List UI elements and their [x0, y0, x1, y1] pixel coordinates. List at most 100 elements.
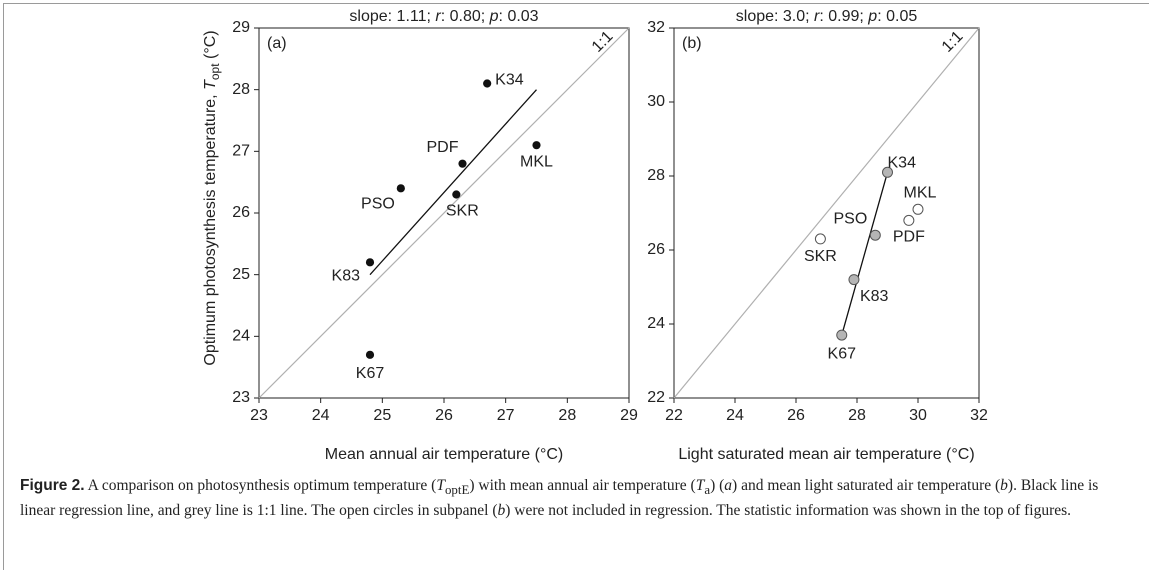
point-label: K83 [332, 268, 361, 285]
x-tick-label: 23 [250, 407, 268, 424]
y-tick-label: 24 [232, 328, 250, 345]
identity-line [258, 27, 630, 399]
caption-text: b [1000, 477, 1008, 494]
panel-title: slope: 1.11; r: 0.80; p: 0.03 [349, 8, 538, 25]
point-label: K67 [828, 345, 857, 362]
x-tick-label: 32 [970, 407, 988, 424]
caption-label: Figure 2. [20, 477, 85, 494]
regression-line [369, 89, 537, 276]
x-tick-label: 29 [620, 407, 638, 424]
point-label: SKR [446, 203, 479, 220]
y-tick-label: 26 [647, 241, 665, 258]
x-tick-label: 28 [848, 407, 866, 424]
data-point [365, 350, 375, 359]
title-part: : 0.80; [441, 8, 490, 25]
x-axis-label: Light saturated mean air temperature (°C… [678, 446, 974, 463]
x-tick-label: 26 [787, 407, 805, 424]
caption: Figure 2. A comparison on photosynthesis… [20, 475, 1130, 521]
data-point [912, 203, 924, 215]
caption-text: optE [444, 482, 470, 498]
caption-text: ) were not included in regression. The s… [505, 502, 1072, 520]
frame [3, 3, 1149, 570]
point-label: MKL [904, 185, 937, 202]
point-label: PSO [834, 210, 868, 227]
x-tick-label: 22 [665, 407, 683, 424]
x-tick-label: 25 [373, 407, 391, 424]
data-point [396, 184, 405, 193]
point-label: K34 [495, 72, 524, 89]
y-tick-label: 26 [232, 204, 250, 221]
caption-text: ) and mean light saturated air temperatu… [732, 477, 1001, 494]
title-part: r [814, 8, 820, 25]
title-part: slope: 3.0; [736, 8, 814, 25]
x-tick-label: 30 [909, 407, 927, 424]
title-part: : 0.03 [499, 8, 539, 25]
caption-text: a [704, 482, 711, 498]
point-label: MKL [520, 153, 553, 170]
data-point [452, 190, 461, 199]
point-label: SKR [804, 248, 837, 265]
y-tick-label: 27 [232, 143, 250, 160]
y-tick-label: 30 [647, 93, 665, 110]
caption-text: ) ( [710, 477, 725, 494]
panel-title: slope: 3.0; r: 0.99; p: 0.05 [736, 8, 918, 25]
y-tick-label: 25 [232, 266, 250, 283]
plot-frame [673, 27, 980, 399]
point-label: PSO [361, 196, 395, 213]
point-label: K34 [888, 155, 917, 172]
point-label: K83 [860, 288, 889, 305]
data-point [903, 214, 915, 226]
identity-label: 1:1 [589, 28, 617, 56]
x-tick-label: 24 [726, 407, 744, 424]
identity-line [673, 27, 980, 399]
y-tick-label: 28 [647, 167, 665, 184]
y-tick-label: 24 [647, 315, 665, 332]
x-axis-label: Mean annual air temperature (°C) [325, 446, 564, 463]
point-label: PDF [893, 229, 925, 246]
y-tick-label: 22 [647, 389, 665, 406]
caption-text: a [724, 477, 733, 494]
caption-text: b [497, 502, 506, 520]
y-label-part: (°C) [202, 30, 219, 63]
caption-text: T [436, 477, 445, 494]
title-part: : 0.05 [877, 8, 917, 25]
data-point [532, 141, 541, 150]
data-point [882, 166, 893, 178]
data-point [814, 233, 826, 245]
title-part: p [867, 8, 877, 25]
data-point [848, 274, 860, 286]
title-part: : 0.99; [819, 8, 868, 25]
y-label-part: Optimum photosynthesis temperature, [202, 90, 219, 366]
y-label-part: opt [208, 63, 222, 80]
data-point [483, 79, 492, 88]
point-label: PDF [427, 139, 459, 156]
regression-line [841, 172, 889, 336]
y-tick-label: 23 [232, 389, 250, 406]
x-tick-label: 27 [497, 407, 515, 424]
data-point [458, 159, 467, 168]
data-point [836, 329, 848, 341]
y-axis-label: Optimum photosynthesis temperature, Topt… [202, 30, 222, 365]
caption-text: ). Black line is linear regression line,… [20, 477, 1099, 520]
x-tick-label: 24 [312, 407, 330, 424]
caption-text: ) with mean annual air temperature ( [469, 477, 696, 494]
title-part: r [435, 8, 441, 25]
y-tick-label: 32 [647, 19, 665, 36]
x-tick-label: 26 [435, 407, 453, 424]
panel-label: (a) [267, 35, 287, 52]
title-part: p [489, 8, 499, 25]
caption-text: T [695, 477, 705, 494]
identity-label: 1:1 [939, 28, 967, 56]
data-point [869, 229, 881, 241]
y-tick-label: 29 [232, 19, 250, 36]
y-tick-label: 28 [232, 81, 250, 98]
point-label: K67 [356, 365, 385, 382]
figure: slope: 1.11; r: 0.80; p: 0.03(a)Mean ann… [202, 8, 988, 463]
x-tick-label: 28 [558, 407, 576, 424]
caption-text: A comparison on photosynthesis optimum t… [84, 477, 437, 494]
panel-label: (b) [682, 35, 702, 52]
data-point [365, 258, 375, 267]
y-label-part: T [202, 79, 219, 90]
title-part: slope: 1.11; [349, 8, 435, 25]
